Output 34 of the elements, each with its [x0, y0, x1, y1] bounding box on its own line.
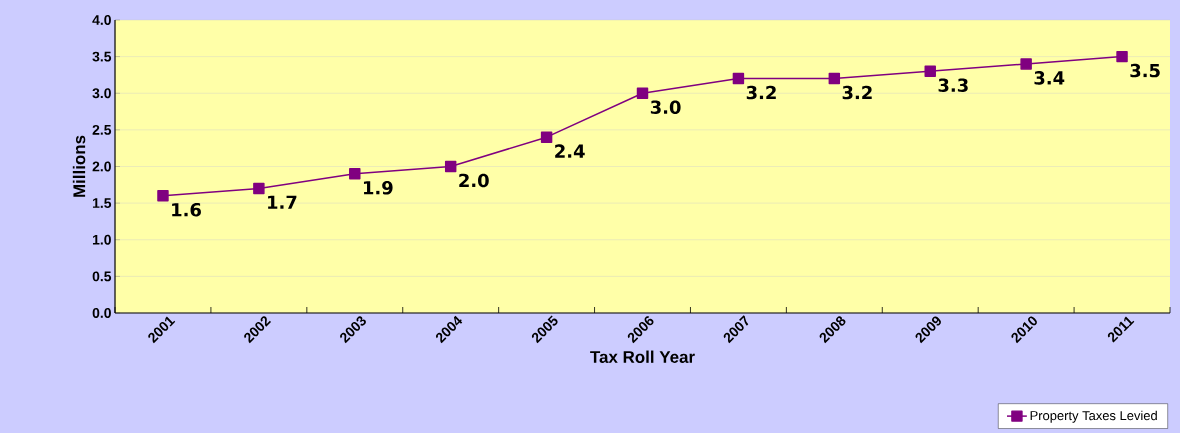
y-tick-label: 0.0: [92, 308, 111, 318]
y-tick-label: 2.5: [92, 124, 112, 135]
data-label: 3.5: [1130, 63, 1160, 78]
point: [1116, 50, 1128, 63]
point: [636, 87, 649, 99]
y-tick-label: 3.5: [92, 51, 112, 62]
data-label: 2.4: [555, 144, 585, 158]
data-label: 1.6: [172, 202, 201, 217]
data-label: 3.2: [842, 85, 872, 100]
point: [828, 72, 841, 85]
point: [732, 72, 745, 85]
legend-label: Property Taxes Levied: [1030, 410, 1157, 423]
y-tick-label: 1.0: [92, 234, 111, 245]
point: [1020, 58, 1032, 70]
point: [349, 168, 361, 180]
y-tick-label: 0.5: [92, 271, 112, 282]
data-label: 1.9: [363, 180, 393, 195]
data-label: 3.2: [746, 85, 776, 100]
point: [444, 160, 457, 173]
data-label: 2.0: [459, 173, 489, 188]
point: [540, 131, 553, 143]
y-tick-label: 4.0: [92, 15, 111, 25]
data-label: 1.7: [268, 195, 297, 209]
x-axis-title: Tax Roll Year: [590, 350, 695, 363]
y-tick-label: 3.0: [92, 88, 111, 99]
point: [157, 190, 169, 202]
data-label: 3.3: [938, 78, 968, 92]
y-tick-label: 1.5: [92, 198, 112, 208]
y-axis-title: Millions: [72, 135, 86, 197]
point: [253, 182, 265, 195]
point: [924, 65, 936, 77]
y-tick-label: 2.0: [92, 161, 111, 172]
data-label: 3.0: [650, 100, 681, 114]
data-label: 3.4: [1034, 71, 1065, 85]
